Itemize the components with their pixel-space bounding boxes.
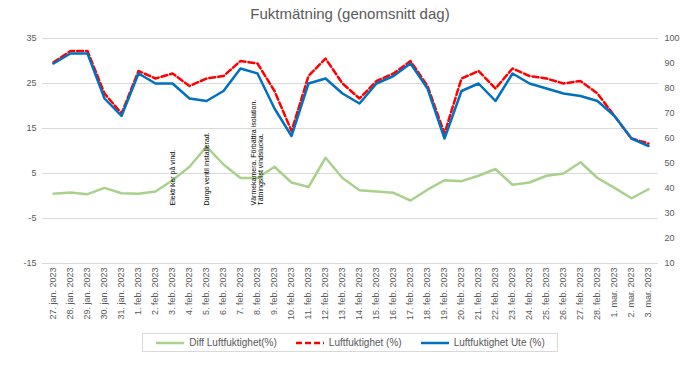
svg-text:10. feb. 2023: 10. feb. 2023 [286, 268, 296, 321]
svg-text:17. feb. 2023: 17. feb. 2023 [405, 268, 415, 321]
svg-text:25: 25 [26, 78, 36, 88]
svg-text:20. feb. 2023: 20. feb. 2023 [456, 268, 466, 321]
svg-text:1. feb. 2023: 1. feb. 2023 [133, 268, 143, 316]
svg-text:100: 100 [665, 33, 680, 43]
svg-text:19. feb. 2023: 19. feb. 2023 [439, 268, 449, 321]
svg-text:8. feb. 2023: 8. feb. 2023 [252, 268, 262, 316]
svg-text:14. feb. 2023: 14. feb. 2023 [354, 268, 364, 321]
svg-text:5: 5 [31, 168, 36, 178]
svg-text:23. feb. 2023: 23. feb. 2023 [507, 268, 517, 321]
svg-text:22. feb. 2023: 22. feb. 2023 [490, 268, 500, 321]
svg-text:11. feb. 2023: 11. feb. 2023 [303, 268, 313, 320]
svg-text:13. feb. 2023: 13. feb. 2023 [337, 268, 347, 321]
svg-text:27. jan. 2023: 27. jan. 2023 [48, 268, 58, 320]
svg-text:Värmekamera. Förbättra isolati: Värmekamera. Förbättra isolation.Tätning… [250, 100, 265, 206]
svg-text:70: 70 [665, 108, 675, 118]
svg-text:Durgo ventil installerad.: Durgo ventil installerad. [203, 132, 211, 205]
svg-text:2. mar. 2023: 2. mar. 2023 [626, 268, 636, 318]
html-text:Diff Luftfuktighet(%): Diff Luftfuktighet(%) [189, 337, 277, 348]
svg-text:3. feb. 2023: 3. feb. 2023 [167, 268, 177, 316]
svg-text:-15: -15 [23, 258, 36, 268]
svg-text:60: 60 [665, 133, 675, 143]
html-text:Luftfuktighet Ute (%): Luftfuktighet Ute (%) [453, 337, 545, 348]
svg-text:31. jan. 2023: 31. jan. 2023 [116, 268, 126, 320]
svg-text:35: 35 [26, 33, 36, 43]
svg-text:80: 80 [665, 83, 675, 93]
svg-text:18. feb. 2023: 18. feb. 2023 [422, 268, 432, 321]
svg-text:40: 40 [665, 183, 675, 193]
svg-text:50: 50 [665, 158, 675, 168]
html-text:Fuktmätning (genomsnitt dag): Fuktmätning (genomsnitt dag) [250, 5, 450, 22]
svg-text:16. feb. 2023: 16. feb. 2023 [388, 268, 398, 321]
svg-text:25. feb. 2023: 25. feb. 2023 [541, 268, 551, 321]
svg-text:20: 20 [665, 233, 675, 243]
svg-text:10: 10 [665, 258, 675, 268]
svg-text:9. feb. 2023: 9. feb. 2023 [269, 268, 279, 316]
svg-text:15. feb. 2023: 15. feb. 2023 [371, 268, 381, 321]
html-text:Luftfuktighet (%): Luftfuktighet (%) [328, 337, 402, 348]
svg-text:Elektriker på vind.: Elektriker på vind. [169, 150, 177, 206]
svg-text:29. jan. 2023: 29. jan. 2023 [82, 268, 92, 320]
svg-text:90: 90 [665, 58, 675, 68]
svg-text:6. feb. 2023: 6. feb. 2023 [218, 268, 228, 316]
svg-text:7. feb. 2023: 7. feb. 2023 [235, 268, 245, 316]
svg-text:12. feb. 2023: 12. feb. 2023 [320, 268, 330, 321]
svg-text:1. mar. 2023: 1. mar. 2023 [609, 268, 619, 318]
svg-text:2. feb. 2023: 2. feb. 2023 [150, 268, 160, 316]
svg-text:5. feb. 2023: 5. feb. 2023 [201, 268, 211, 316]
svg-text:30. jan. 2023: 30. jan. 2023 [99, 268, 109, 320]
svg-text:28. feb. 2023: 28. feb. 2023 [592, 268, 602, 321]
svg-text:3. mar. 2023: 3. mar. 2023 [643, 268, 653, 318]
svg-text:15: 15 [26, 123, 36, 133]
svg-text:21. feb. 2023: 21. feb. 2023 [473, 268, 483, 321]
svg-text:26. feb. 2023: 26. feb. 2023 [558, 268, 568, 321]
svg-text:-5: -5 [28, 213, 36, 223]
svg-text:4. feb. 2023: 4. feb. 2023 [184, 268, 194, 316]
svg-text:27. feb. 2023: 27. feb. 2023 [575, 268, 585, 321]
svg-text:24. feb. 2023: 24. feb. 2023 [524, 268, 534, 321]
svg-text:30: 30 [665, 208, 675, 218]
svg-text:28. jan. 2023: 28. jan. 2023 [65, 268, 75, 320]
